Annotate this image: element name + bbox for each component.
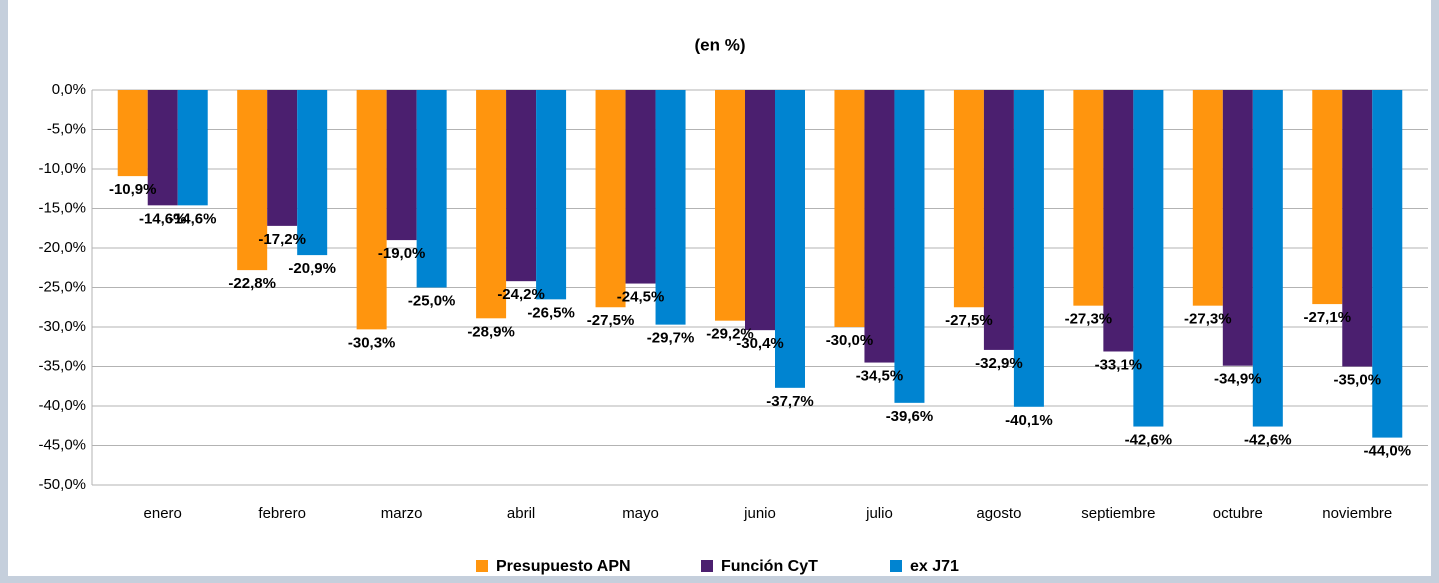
data-label: -33,1% (1095, 356, 1143, 373)
data-label: -26,5% (527, 304, 575, 321)
x-tick-label: marzo (381, 505, 423, 522)
data-label: -27,5% (945, 312, 993, 329)
bar (1013, 90, 1044, 407)
x-tick-label: mayo (622, 505, 659, 522)
data-label: -27,3% (1184, 311, 1232, 328)
y-tick-label: -50,0% (38, 476, 86, 493)
bar (745, 90, 775, 331)
x-tick-label: julio (865, 505, 893, 522)
bar (177, 90, 208, 206)
data-label: -40,1% (1005, 412, 1053, 429)
legend-label: ex J71 (910, 558, 959, 575)
bar (894, 90, 925, 403)
bar (416, 90, 447, 288)
data-label: -14,6% (169, 210, 217, 227)
data-label: -24,2% (497, 286, 545, 303)
bar (297, 90, 328, 256)
bar (1073, 90, 1104, 306)
bar (983, 90, 1014, 350)
x-tick-label: enero (144, 505, 182, 522)
data-label: -34,9% (1214, 371, 1262, 388)
data-label: -27,3% (1065, 311, 1113, 328)
data-label: -35,0% (1334, 371, 1382, 388)
bar (595, 90, 626, 308)
data-label: -27,1% (1304, 309, 1352, 326)
data-label: -27,5% (587, 312, 635, 329)
legend-swatch (701, 560, 713, 572)
bar (147, 90, 178, 206)
bar (536, 90, 567, 300)
bar (953, 90, 984, 308)
data-label: -24,5% (617, 289, 665, 306)
bar (1192, 90, 1223, 306)
data-label: -19,0% (378, 245, 426, 262)
x-tick-label: septiembre (1081, 505, 1155, 522)
x-tick-label: agosto (976, 505, 1021, 522)
data-label: -30,3% (348, 334, 396, 351)
bar (834, 90, 865, 327)
bar (117, 90, 148, 177)
y-tick-label: -40,0% (38, 397, 86, 414)
bar (356, 90, 387, 330)
y-tick-label: -35,0% (38, 357, 86, 374)
data-label: -25,0% (408, 292, 456, 309)
y-tick-label: -10,0% (38, 160, 86, 177)
y-tick-label: -5,0% (47, 120, 86, 137)
legend-swatch (890, 560, 902, 572)
bar (476, 90, 507, 319)
data-label: -34,5% (856, 368, 904, 385)
data-label: -44,0% (1364, 443, 1412, 460)
data-label: -10,9% (109, 181, 157, 198)
x-tick-label: junio (743, 505, 776, 522)
bar (715, 90, 745, 321)
legend-swatch (476, 560, 488, 572)
bar (655, 90, 686, 325)
y-tick-label: 0,0% (52, 81, 86, 98)
data-label: -20,9% (288, 260, 336, 277)
legend-label: Función CyT (721, 558, 818, 575)
bar (1342, 90, 1373, 367)
bar (1312, 90, 1343, 305)
bar (1133, 90, 1164, 427)
bar (506, 90, 537, 282)
y-tick-label: -30,0% (38, 318, 86, 335)
y-tick-label: -15,0% (38, 199, 86, 216)
x-tick-label: octubre (1213, 505, 1263, 522)
chart-subtitle: (en %) (695, 35, 746, 54)
data-label: -30,0% (826, 332, 874, 349)
x-tick-label: abril (507, 505, 535, 522)
bar (1372, 90, 1403, 438)
data-label: -32,9% (975, 355, 1023, 372)
legend-label: Presupuesto APN (496, 558, 631, 575)
bar (625, 90, 656, 284)
data-label: -42,6% (1125, 432, 1173, 449)
bar (864, 90, 895, 363)
data-label: -42,6% (1244, 432, 1292, 449)
data-label: -29,2% (706, 326, 754, 343)
bar (237, 90, 268, 271)
bar (1103, 90, 1134, 352)
bar (386, 90, 417, 241)
data-label: -30,4% (736, 335, 784, 352)
bar (1222, 90, 1253, 366)
data-label: -17,2% (258, 231, 306, 248)
data-label: -22,8% (228, 275, 276, 292)
data-label: -39,6% (886, 408, 934, 425)
data-label: -28,9% (467, 323, 515, 340)
bar (1252, 90, 1283, 427)
data-label: -14,6% (139, 210, 187, 227)
data-label: -29,7% (647, 330, 695, 347)
x-tick-label: noviembre (1322, 505, 1392, 522)
x-tick-label: febrero (258, 505, 306, 522)
bar (775, 90, 805, 388)
data-label: -37,7% (766, 393, 814, 410)
y-tick-label: -25,0% (38, 278, 86, 295)
y-tick-label: -45,0% (38, 436, 86, 453)
y-tick-label: -20,0% (38, 239, 86, 256)
bar (267, 90, 298, 226)
